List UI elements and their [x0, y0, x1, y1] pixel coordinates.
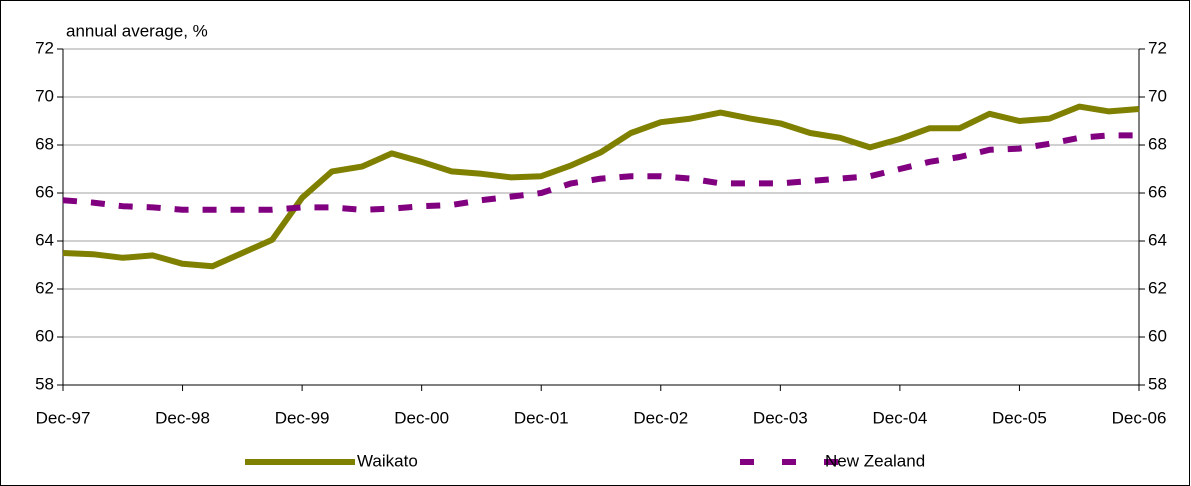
y-tick-label: 66 [35, 182, 54, 201]
y-tick-label: 58 [35, 374, 54, 393]
y2-tick-label: 64 [1148, 230, 1167, 249]
series-line [62, 132, 1139, 213]
y-tick-label: 72 [35, 38, 54, 57]
x-tick-label: Dec-99 [275, 408, 330, 427]
x-tick-label: Dec-02 [633, 408, 688, 427]
y-tick-label: 68 [35, 134, 54, 153]
y2-tick-label: 58 [1148, 374, 1167, 393]
x-tick-label: Dec-04 [872, 408, 927, 427]
x-tick-label: Dec-03 [753, 408, 808, 427]
y2-tick-label: 62 [1148, 278, 1167, 297]
y2-tick-label: 68 [1148, 134, 1167, 153]
y-tick-label: 70 [35, 86, 54, 105]
axis-label: annual average, % [66, 21, 208, 40]
y2-tick-label: 70 [1148, 86, 1167, 105]
y-tick-label: 62 [35, 278, 54, 297]
x-tick-label: Dec-01 [514, 408, 569, 427]
series-line [62, 103, 1140, 270]
legend-label: New Zealand [825, 451, 925, 470]
x-tick-label: Dec-05 [992, 408, 1047, 427]
y2-tick-label: 60 [1148, 326, 1167, 345]
x-tick-label: Dec-00 [394, 408, 449, 427]
legend-label: Waikato [357, 451, 418, 470]
y2-tick-label: 72 [1148, 38, 1167, 57]
y-tick-label: 64 [35, 230, 54, 249]
y2-tick-label: 66 [1148, 182, 1167, 201]
x-tick-label: Dec-98 [155, 408, 210, 427]
x-tick-label: Dec-06 [1112, 408, 1167, 427]
x-tick-label: Dec-97 [36, 408, 91, 427]
y-tick-label: 60 [35, 326, 54, 345]
